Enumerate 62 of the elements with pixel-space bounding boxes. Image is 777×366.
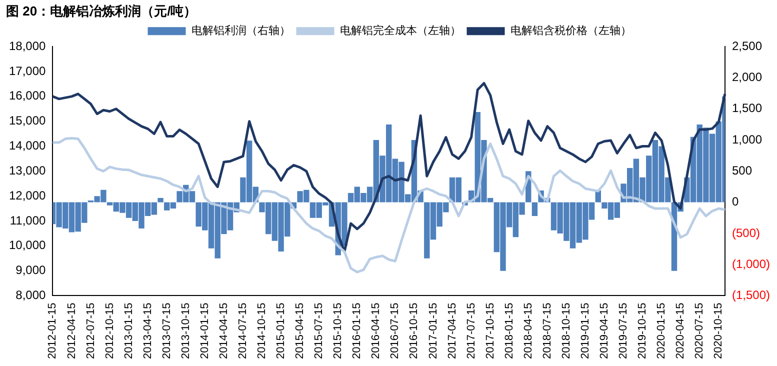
x-tick-label: 2013-01-15: [122, 302, 135, 360]
x-tick-label: 2013-04-15: [142, 302, 154, 360]
y2-tick-label: 0: [732, 194, 739, 209]
legend-label: 电解铝含税价格（左轴）: [510, 24, 632, 38]
y-tick-label: 17,000: [9, 64, 46, 78]
x-tick-label: 2020-01-15: [656, 302, 668, 360]
x-tick-label: 2019-01-15: [579, 302, 592, 360]
x-tick-label: 2013-07-15: [160, 302, 173, 360]
x-tick-label: 2016-01-15: [351, 302, 364, 360]
x-tick-label: 2013-10-15: [180, 302, 192, 360]
x-tick-label: 2017-10-15: [484, 302, 496, 360]
y-tick-label: 14,000: [9, 138, 46, 153]
y2-tick-label: 500: [732, 163, 752, 178]
x-tick-label: 2015-01-15: [275, 302, 288, 360]
bar: [158, 198, 164, 202]
x-tick-label: 2015-10-15: [332, 302, 344, 360]
x-tick-label: 2014-01-15: [198, 302, 211, 360]
x-tick-label: 2019-07-15: [618, 302, 630, 360]
x-tick-label: 2016-04-15: [370, 302, 382, 360]
y2-tick-label: 2,500: [732, 38, 762, 53]
x-tick-label: 2014-10-15: [256, 302, 268, 360]
y-tick-label: 12,000: [9, 188, 46, 202]
x-tick-label: 2016-10-15: [408, 302, 420, 360]
x-tick-label: 2018-07-15: [541, 302, 554, 360]
x-tick-label: 2015-07-15: [313, 302, 326, 360]
y2-tick-label: (1,500): [732, 288, 770, 302]
y2-tick-label: 1,000: [732, 132, 762, 146]
y-tick-label: 13,000: [9, 163, 46, 178]
x-tick-label: 2019-10-15: [636, 302, 649, 360]
x-tick-label: 2020-04-15: [674, 302, 687, 360]
x-tick-label: 2017-07-15: [465, 302, 478, 360]
y-tick-label: 9,000: [16, 263, 46, 278]
y-tick-label: 16,000: [9, 88, 46, 103]
x-tick-label: 2019-04-15: [598, 302, 611, 360]
x-tick-label: 2018-01-15: [503, 302, 516, 360]
x-tick-label: 2017-01-15: [427, 302, 440, 360]
y-tick-label: 10,000: [9, 238, 46, 252]
y2-tick-label: 1,500: [732, 101, 762, 116]
y-tick-label: 8,000: [16, 288, 46, 302]
chart-title: 图 20：电解铝冶炼利润（元/吨）: [6, 3, 197, 18]
x-tick-label: 2012-01-15: [46, 302, 59, 360]
y-tick-label: 11,000: [10, 213, 46, 228]
y-tick-label: 15,000: [9, 114, 46, 128]
y2-tick-label: (500): [732, 226, 760, 240]
x-tick-label: 2015-04-15: [294, 302, 306, 360]
x-tick-label: 2012-07-15: [84, 302, 97, 360]
x-tick-label: 2018-04-15: [522, 302, 534, 360]
x-tick-label: 2016-07-15: [389, 302, 402, 360]
x-tick-label: 2020-07-15: [694, 302, 706, 360]
legend-label: 电解铝完全成本（左轴）: [340, 24, 461, 38]
x-tick-label: 2012-10-15: [104, 302, 116, 360]
y2-tick-label: 2,000: [732, 70, 762, 84]
bar: [532, 202, 538, 216]
x-tick-label: 2017-04-15: [446, 302, 458, 360]
y-tick-label: 18,000: [9, 38, 46, 53]
x-tick-label: 2014-04-15: [218, 302, 230, 360]
x-tick-label: 2018-10-15: [560, 302, 572, 360]
x-tick-label: 2012-04-15: [66, 302, 78, 360]
y2-tick-label: (1,000): [732, 256, 770, 271]
legend-label: 电解铝利润（右轴）: [191, 24, 290, 38]
x-tick-label: 2020-10-15: [712, 302, 725, 360]
x-tick-label: 2014-07-15: [237, 302, 249, 360]
